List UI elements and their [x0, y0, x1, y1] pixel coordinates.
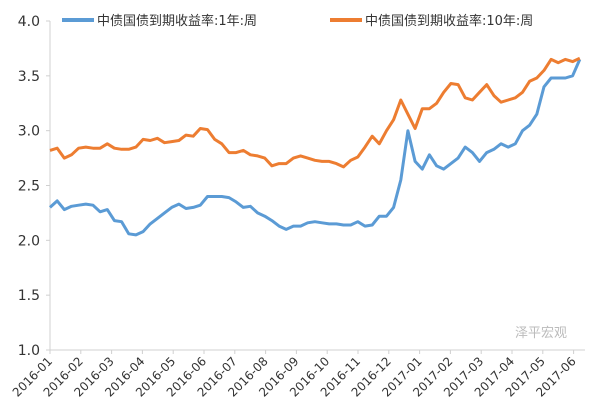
legend-swatch	[330, 17, 362, 22]
series-line-1y	[48, 58, 582, 237]
y-tick-label: 3.5	[18, 69, 40, 85]
y-tick-label: 1.5	[18, 288, 40, 304]
watermark: 泽平宏观	[515, 326, 568, 341]
series-line-10y	[49, 56, 581, 169]
y-tick-label: 1.0	[18, 343, 40, 359]
legend-item-10y: 中债国债到期收益率:10年:周	[330, 10, 533, 29]
y-tick-label: 3.0	[18, 124, 40, 140]
legend-label: 中债国债到期收益率:10年:周	[365, 14, 534, 29]
legend-item-1y: 中债国债到期收益率:1年:周	[62, 10, 257, 29]
legend-swatch	[62, 17, 94, 22]
y-tick-label: 2.5	[18, 179, 40, 195]
legend-label: 中债国债到期收益率:1年:周	[97, 14, 258, 29]
y-tick-label: 2.0	[18, 233, 40, 249]
y-tick-label: 4.0	[18, 14, 40, 30]
